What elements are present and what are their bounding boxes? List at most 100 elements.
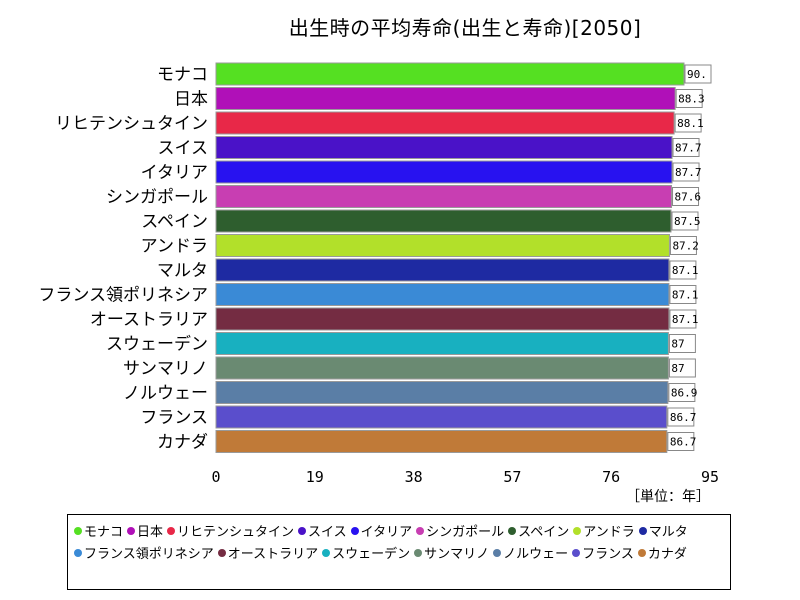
value-label-box [668, 383, 696, 402]
chart-title: 出生時の平均寿命(出生と寿命)[2050] [288, 16, 642, 40]
category-label: スイス [158, 139, 209, 159]
legend-label: シンガポール [426, 525, 505, 540]
x-tick-label: 95 [701, 468, 719, 486]
value-label: 87.7 [675, 142, 702, 155]
bar [215, 111, 675, 135]
legend-swatch [493, 549, 502, 557]
legend-item: シンガポール [416, 522, 504, 544]
value-label-box [672, 187, 700, 206]
legend-label: オーストラリア [227, 547, 319, 562]
category-label: フランス領ポリネシア [38, 286, 208, 306]
value-label: 86.7 [670, 411, 697, 424]
x-tick-label: 38 [405, 468, 423, 486]
legend-swatch [127, 527, 136, 535]
value-label-box [669, 236, 697, 255]
bar [215, 283, 670, 306]
value-label-box [672, 138, 700, 157]
category-label: フランス [140, 408, 208, 428]
value-label: 87 [671, 338, 684, 351]
value-label: 86.7 [670, 436, 697, 449]
value-label-box [667, 432, 695, 451]
legend-label: アンドラ [583, 525, 635, 540]
category-label: イタリア [141, 163, 208, 183]
legend-item: フランス領ポリネシア [74, 544, 214, 566]
legend-item: スイス [298, 522, 347, 544]
legend-swatch [573, 527, 582, 535]
legend-item: マルタ [638, 522, 688, 544]
value-label-box [675, 89, 703, 108]
value-label: 86.9 [671, 387, 698, 400]
legend-swatch [322, 549, 331, 557]
value-label-box [671, 211, 699, 231]
value-label: 87 [671, 362, 684, 375]
category-label: スウェーデン [106, 334, 208, 355]
bar [215, 332, 669, 355]
category-label: モナコ [157, 65, 208, 85]
bar [215, 160, 673, 184]
value-label: 88.3 [678, 93, 705, 106]
bar [215, 258, 670, 282]
legend-item: イタリア [350, 522, 413, 544]
category-label: リヒテンシュタイン [55, 114, 208, 134]
legend-item: サンマリノ [414, 544, 489, 566]
legend-item: フランス [572, 544, 634, 566]
bar [215, 356, 669, 380]
legend-label: リヒテンシュタイン [177, 525, 295, 540]
legend-label: スウェーデン [332, 547, 411, 562]
bar [215, 185, 673, 208]
chart-legend: モナコ 日本 リヒテンシュタイン スイス イタリア シンガポール スペイン アンドラ マルタフラ… [67, 514, 731, 590]
value-label: 87.5 [674, 215, 701, 228]
category-label: スペイン [141, 212, 208, 232]
bar [215, 307, 670, 331]
legend-swatch [298, 527, 307, 535]
x-tick-label: 57 [503, 468, 521, 486]
legend-swatch [416, 527, 425, 535]
legend-label: スペイン [518, 525, 570, 540]
bar [215, 430, 668, 453]
value-label: 87.1 [672, 264, 699, 277]
x-tick-label: 76 [602, 468, 620, 486]
value-label-box [669, 260, 697, 280]
category-label: マルタ [157, 261, 208, 281]
category-label: オーストラリア [90, 310, 208, 330]
category-label: ノルウェー [123, 384, 208, 404]
legend-swatch [572, 549, 581, 557]
value-label: 87.1 [672, 289, 699, 302]
legend-item: スウェーデン [322, 544, 410, 566]
legend-item: リヒテンシュタイン [167, 522, 294, 544]
value-label: 88.1 [677, 117, 704, 130]
value-label-box [669, 285, 697, 304]
value-label: 87.2 [672, 240, 699, 253]
legend-label: フランス [582, 547, 634, 562]
category-label: カナダ [157, 433, 208, 453]
value-label-box [684, 64, 712, 84]
bar [215, 381, 669, 404]
legend-label: イタリア [360, 525, 413, 540]
legend-label: カナダ [647, 547, 687, 562]
value-label-box [672, 162, 700, 182]
legend-label: サンマリノ [424, 547, 490, 562]
legend-swatch [167, 527, 176, 535]
x-tick-label: 0 [211, 468, 220, 486]
value-label-box [668, 334, 696, 353]
legend-swatch [508, 527, 517, 535]
category-label: 日本 [174, 90, 208, 110]
legend-swatch [638, 527, 647, 535]
category-label: シンガポール [106, 188, 208, 208]
value-label: 90. [687, 68, 707, 81]
legend-swatch [414, 549, 423, 557]
legend-label: 日本 [137, 525, 164, 540]
legend-swatch [217, 549, 226, 557]
legend-item: オーストラリア [217, 544, 319, 566]
legend-label: マルタ [648, 525, 688, 540]
unit-label: ［単位：年］ [626, 489, 710, 505]
legend-label: モナコ [84, 525, 124, 540]
category-label: アンドラ [141, 237, 208, 257]
legend-item: スペイン [508, 522, 569, 544]
x-tick-label: 19 [306, 468, 324, 486]
legend-item: カナダ [637, 544, 687, 566]
legend-swatch [637, 549, 646, 557]
bar [215, 405, 668, 429]
legend-label: フランス領ポリネシア [84, 547, 214, 562]
legend-item: アンドラ [573, 522, 635, 544]
